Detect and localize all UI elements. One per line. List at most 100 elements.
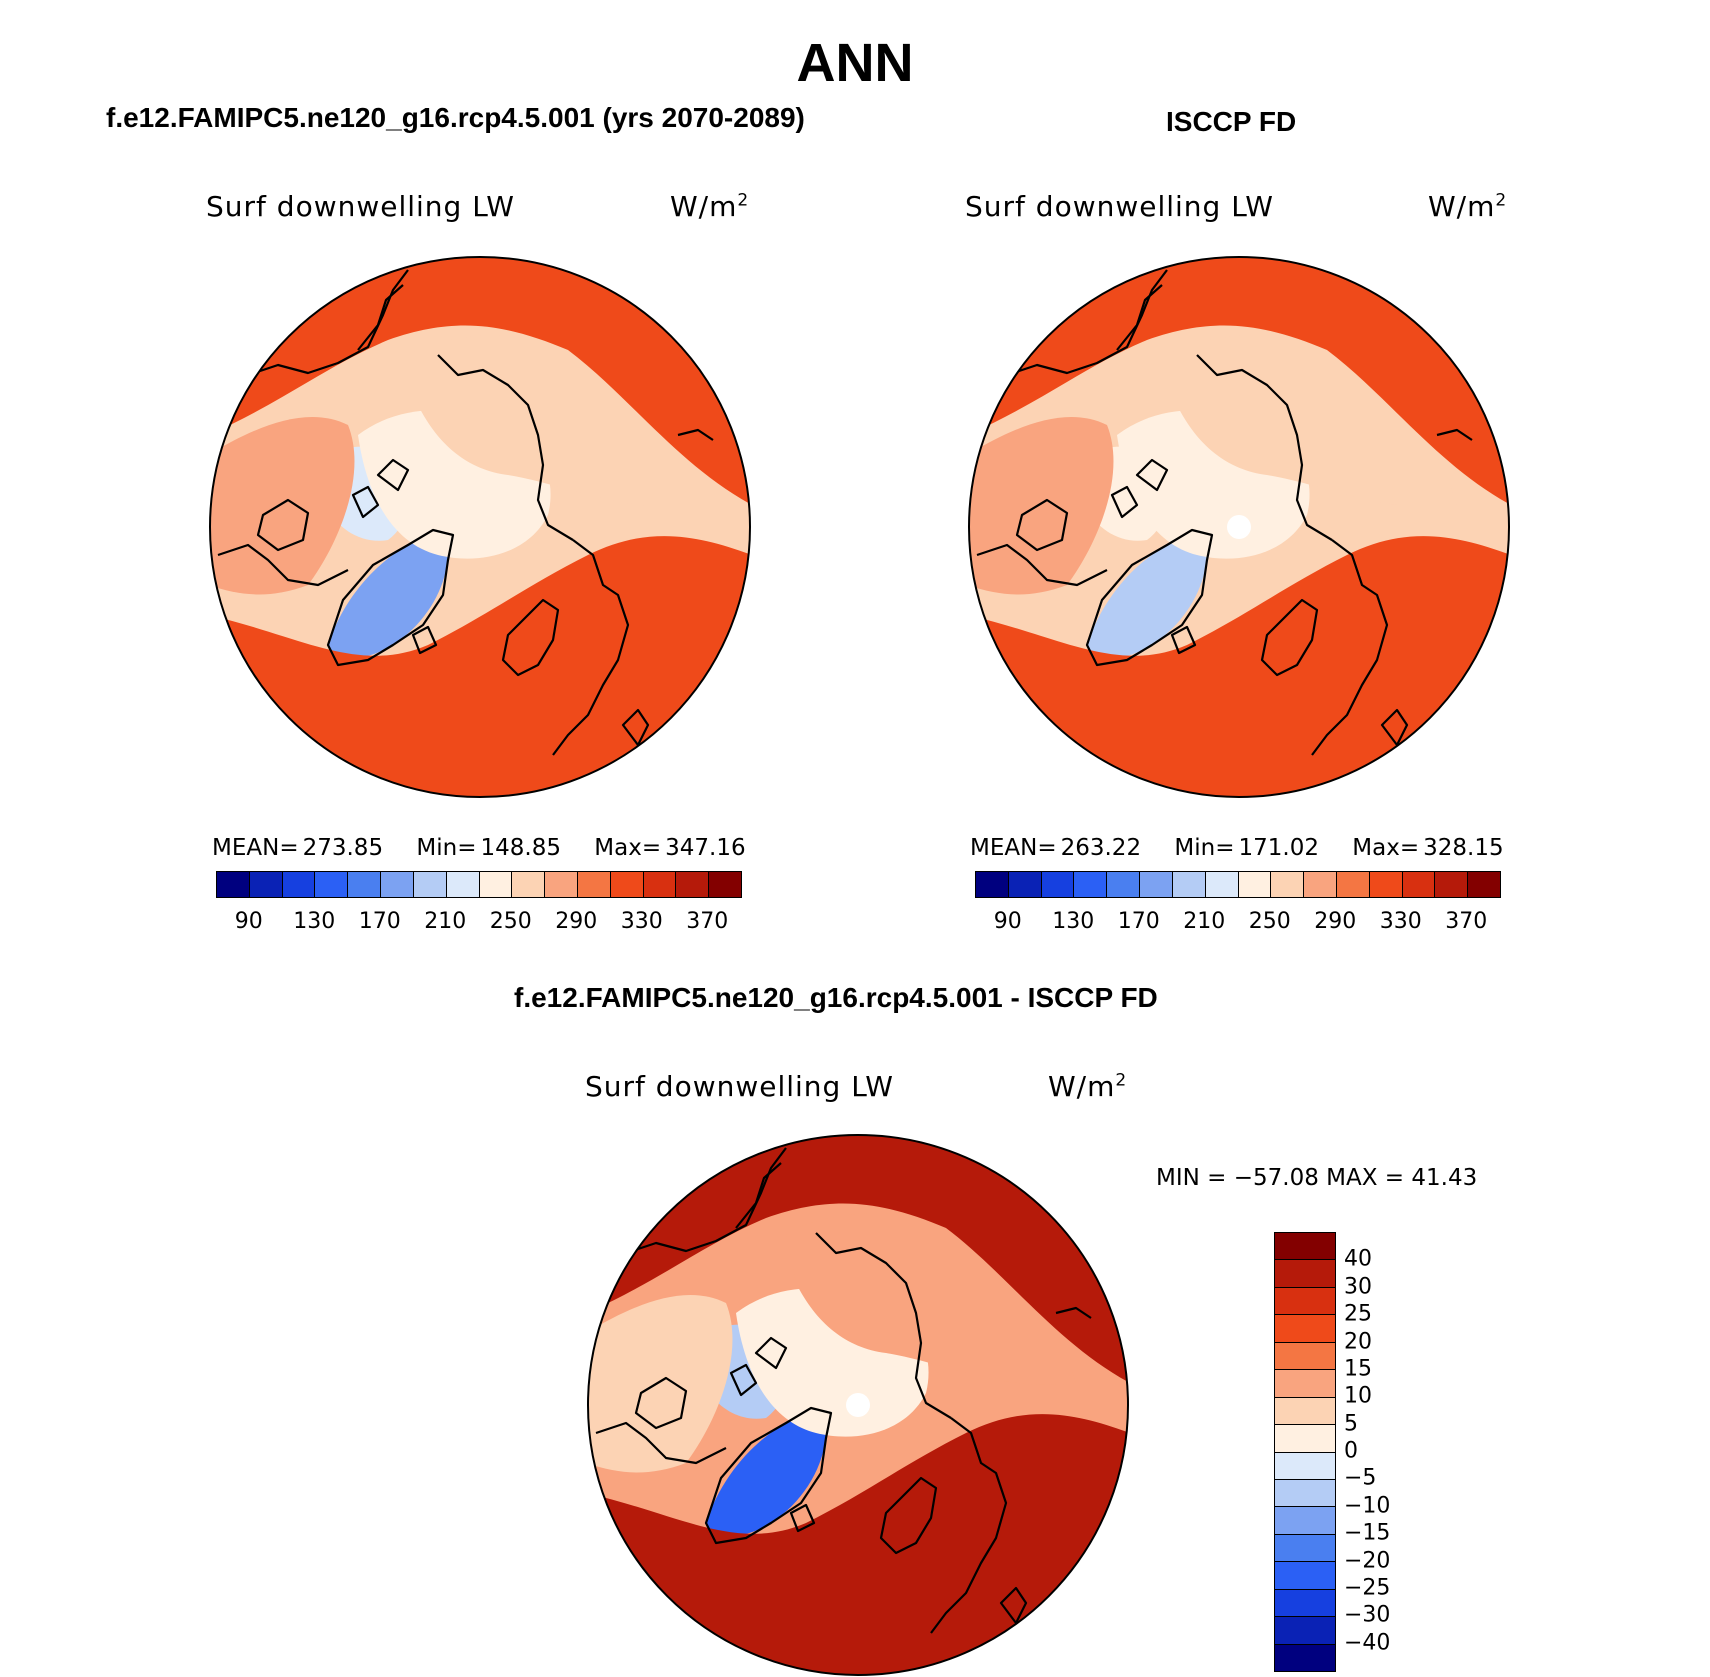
coastline [256,498,310,552]
colorbar-swatch [1275,1588,1335,1617]
colorbar-swatch [1275,1259,1335,1287]
pole-missing-data [1227,515,1251,539]
colorbar-tick-label: 250 [489,909,532,934]
coastline [351,485,380,519]
coastline [376,458,410,492]
coastline [621,708,650,747]
coastline [677,428,714,441]
panel-1-max-value: 347.16 [665,835,746,861]
colorbar-swatch [248,872,282,897]
colorbar-swatch [1335,872,1369,897]
colorbar-swatch [1275,1478,1335,1507]
coastline [595,1421,727,1465]
panel-3-stats: MIN = −57.08 MAX = 41.43 [1156,1165,1478,1191]
coastline [1110,485,1139,519]
colorbar-tick-label: −15 [1344,1520,1391,1546]
colorbar-tick-label: 330 [1379,909,1422,934]
colorbar-tick-label: −10 [1344,1493,1391,1519]
panel-1-min-label: Min= [416,835,477,861]
coastline [357,284,404,351]
panel-1-mean-label: MEAN= [212,835,299,861]
colorbar-tick-label: −40 [1344,1630,1391,1656]
colorbar-swatch [1275,1616,1335,1644]
coastline [735,1162,782,1229]
colorbar-swatch [1303,872,1336,897]
colorbar-swatch [1007,872,1041,897]
colorbar-tick-label: 210 [424,909,467,934]
panel-1-units-label: W/m2 [670,190,750,223]
coastline [634,1376,688,1430]
colorbar-tick-label: 40 [1344,1246,1372,1272]
colorbar-swatch [1204,872,1238,897]
coastline [552,539,630,756]
colorbar-swatch [1368,872,1402,897]
colorbar-swatch [412,872,446,897]
panel-2-max-label: Max= [1352,835,1420,861]
colorbar-tick-label: 370 [686,909,729,934]
coastline [217,543,349,587]
panel-1-colorbar-ticks: 90 130 170 210 250 290 330 370 [216,909,740,935]
region-north-pacific [588,1135,1128,1383]
colorbar-swatch [1275,1341,1335,1370]
colorbar-swatch [445,872,479,897]
panel-2-units-label: W/m2 [1428,190,1508,223]
panel-1-stats: MEAN= 273.85 Min= 148.85 Max= 347.16 [212,835,746,861]
coastline [1260,598,1319,677]
colorbar-tick-label: 170 [358,909,401,934]
colorbar-swatch [1139,872,1172,897]
panel-1-polar-map [209,256,751,798]
panel-3-title: f.e12.FAMIPC5.ne120_g16.rcp4.5.001 - ISC… [514,982,1158,1013]
coastline [754,1336,788,1370]
panel-2-colorbar-ticks: 90 130 170 210 250 290 330 370 [975,909,1499,935]
colorbar-swatch [1275,1233,1335,1260]
region-greenland [1087,536,1208,659]
panel-2-colorbar [975,871,1501,898]
panel-1-min-value: 148.85 [480,835,561,861]
coastline [976,543,1108,587]
coastline [815,1232,952,1419]
coastline [930,1417,1008,1634]
region-north-america [969,417,1114,595]
colorbar-tick-label: 0 [1344,1438,1358,1464]
panel-2-stats: MEAN= 263.22 Min= 171.02 Max= 328.15 [970,835,1504,861]
colorbar-tick-label: 15 [1344,1356,1372,1382]
colorbar-swatch [1275,1506,1335,1534]
coastline [729,1363,758,1397]
coastline [789,1503,816,1533]
colorbar-swatch [478,872,512,897]
colorbar-swatch [1270,872,1304,897]
panel-1-variable-label: Surf downwelling LW [206,190,515,223]
colorbar-tick-label: −5 [1344,1465,1377,1491]
colorbar-tick-label: 25 [1344,1301,1372,1327]
colorbar-swatch [1275,1643,1335,1671]
coastline [1135,458,1169,492]
colorbar-tick-label: 30 [1344,1274,1372,1300]
panel-2-variable-label: Surf downwelling LW [965,190,1274,223]
colorbar-swatch [1275,1286,1335,1315]
panel-2-mean-label: MEAN= [970,835,1057,861]
coastline [879,1476,938,1555]
coastline [326,528,455,667]
colorbar-swatch [217,872,249,897]
coastline [1311,539,1389,756]
colorbar-swatch [1275,1369,1335,1397]
colorbar-swatch [1275,1451,1335,1479]
colorbar-tick-label: 20 [1344,1329,1372,1354]
panel-1-mean-value: 273.85 [302,835,384,861]
map-border [209,256,751,798]
coastline [1116,284,1163,351]
panel-1-colorbar [216,871,742,898]
region-north-america [588,1295,733,1473]
colorbar-swatch [642,872,676,897]
colorbar-swatch [544,872,577,897]
colorbar-swatch [347,872,381,897]
colorbar-tick-label: 370 [1445,909,1488,934]
page-title: ANN [796,33,914,93]
colorbar-swatch [609,872,643,897]
panel-1-title: f.e12.FAMIPC5.ne120_g16.rcp4.5.001 (yrs … [106,102,805,133]
coastline [501,598,560,677]
colorbar-swatch [1434,872,1468,897]
map-border [968,256,1510,798]
colorbar-swatch [314,872,348,897]
panel-2-max-value: 328.15 [1423,835,1504,861]
